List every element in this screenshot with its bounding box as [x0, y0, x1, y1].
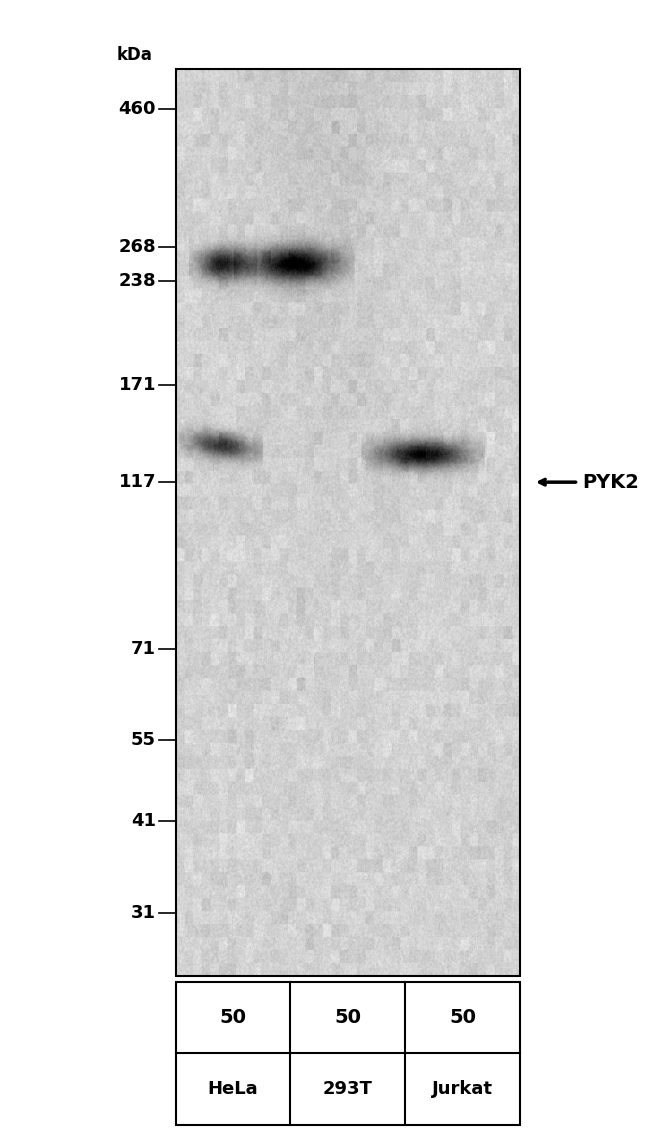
Text: 71: 71 — [131, 639, 156, 658]
Text: 50: 50 — [449, 1008, 476, 1027]
Text: 238: 238 — [118, 272, 156, 290]
Text: 171: 171 — [118, 375, 156, 394]
Text: 50: 50 — [220, 1008, 246, 1027]
Text: 460: 460 — [118, 100, 156, 118]
Text: 117: 117 — [118, 473, 156, 491]
Text: 55: 55 — [131, 731, 156, 750]
Text: 268: 268 — [118, 238, 156, 256]
Text: PYK2: PYK2 — [582, 473, 638, 491]
Text: 31: 31 — [131, 903, 156, 922]
Text: 50: 50 — [334, 1008, 361, 1027]
Bar — [176, 982, 520, 1125]
Text: 41: 41 — [131, 812, 156, 830]
Text: kDa: kDa — [117, 46, 153, 64]
Text: 293T: 293T — [323, 1080, 372, 1099]
Bar — [176, 69, 520, 976]
Text: Jurkat: Jurkat — [432, 1080, 493, 1099]
Text: HeLa: HeLa — [207, 1080, 258, 1099]
